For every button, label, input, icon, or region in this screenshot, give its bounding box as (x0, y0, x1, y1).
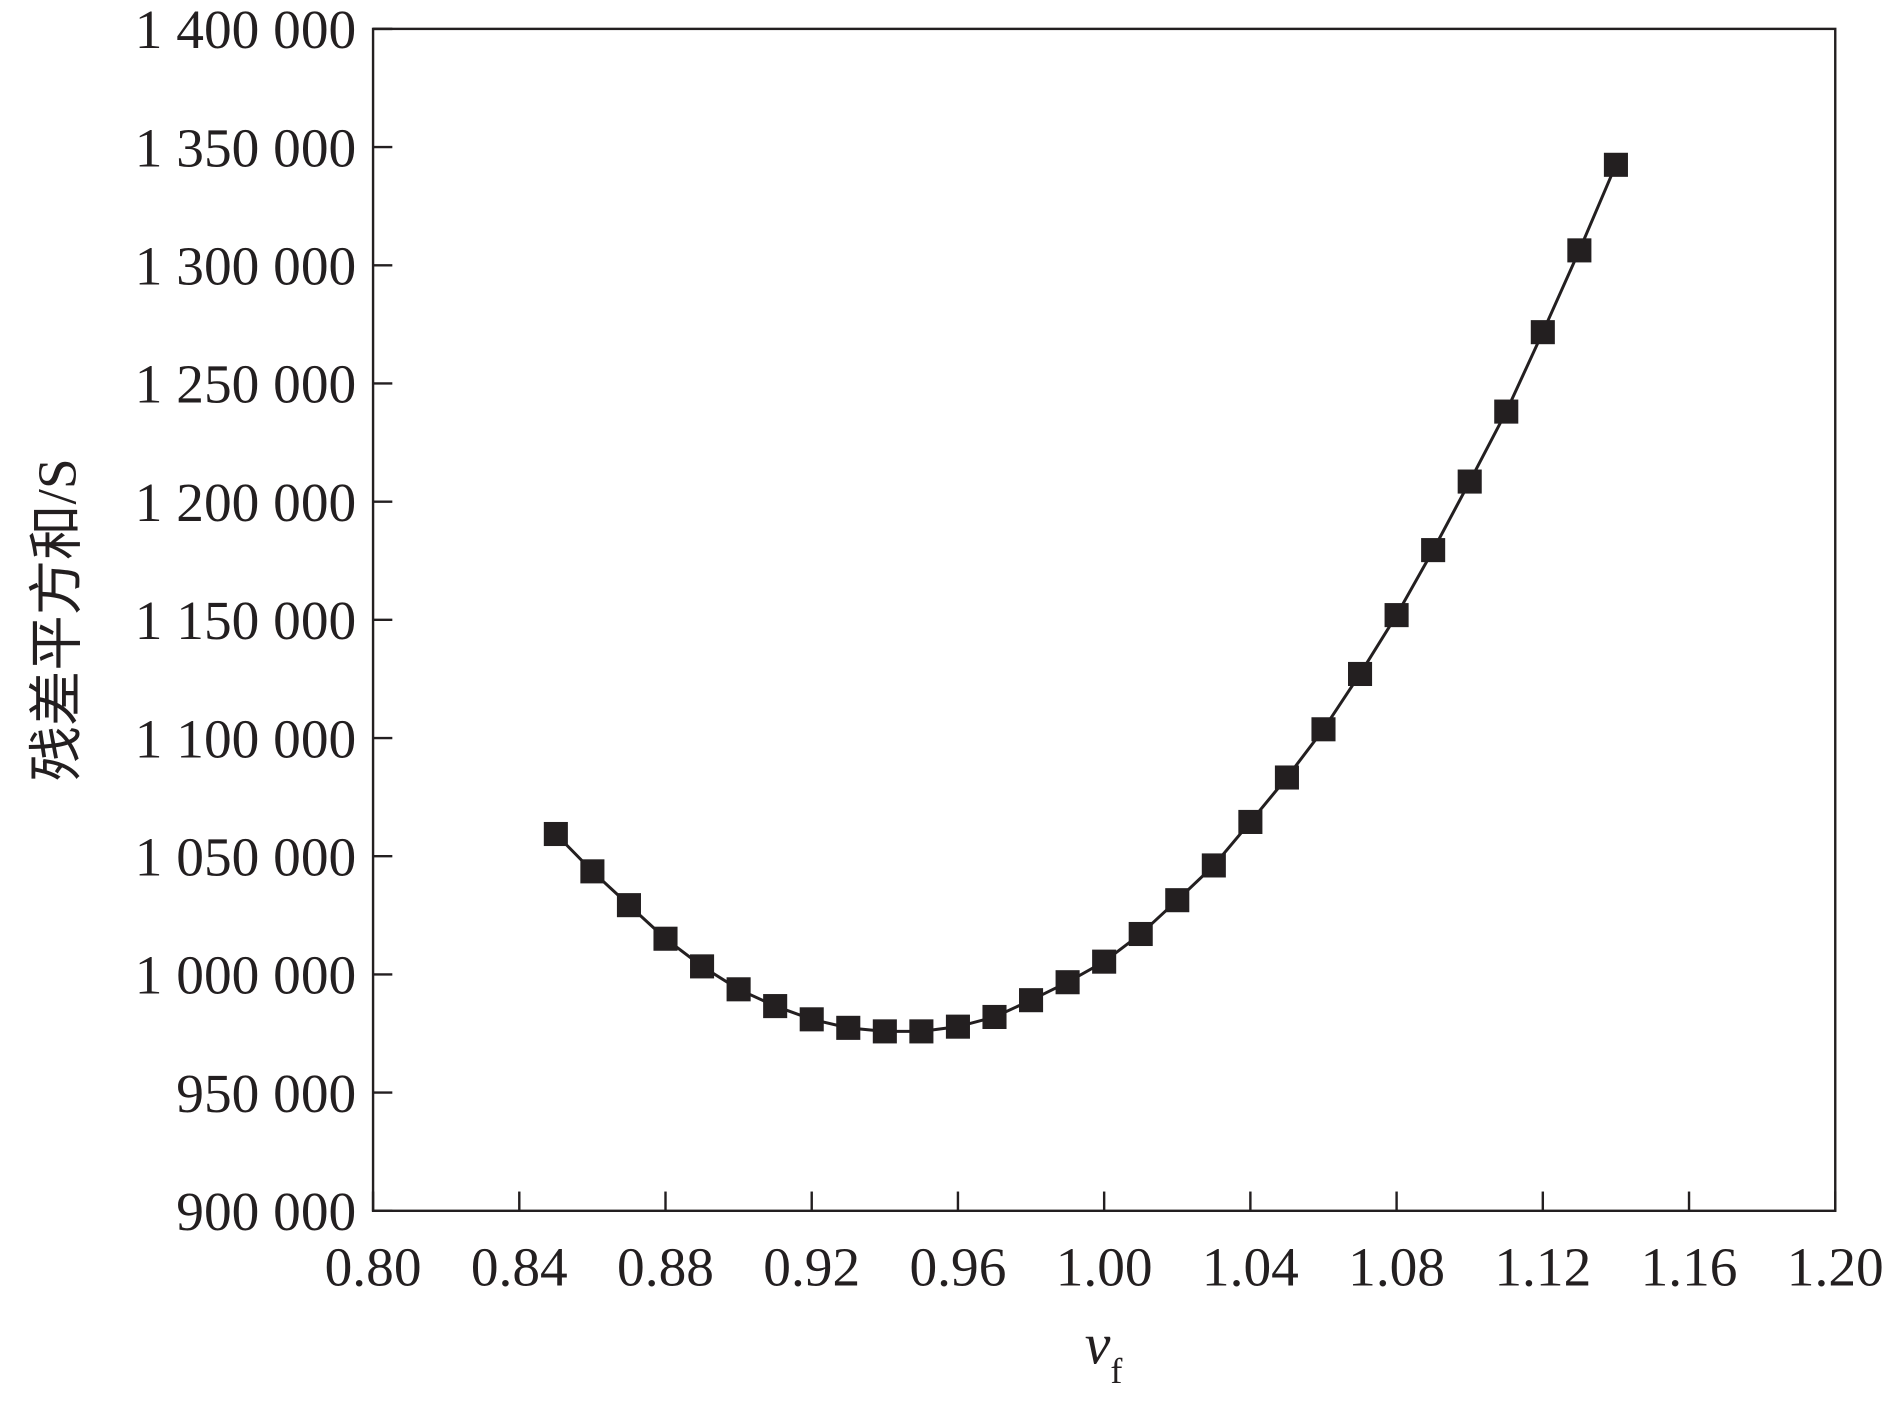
marker (1567, 238, 1592, 263)
marker (1128, 921, 1153, 947)
x-tick-label: 1.16 (1641, 1236, 1738, 1297)
x-tick-label: 1.04 (1202, 1236, 1299, 1297)
marker (690, 954, 715, 979)
marker (616, 893, 641, 918)
x-tick-label: 1.00 (1056, 1236, 1153, 1297)
marker (1092, 949, 1117, 974)
marker (763, 994, 788, 1019)
y-tick-label: 1 150 000 (135, 590, 356, 651)
y-tick-label: 1 350 000 (135, 117, 356, 178)
marker (836, 1015, 861, 1040)
y-tick-label: 1 200 000 (135, 472, 356, 533)
marker (799, 1007, 824, 1032)
x-tick-label: 1.20 (1787, 1236, 1884, 1297)
y-tick-label: 900 000 (176, 1181, 356, 1242)
y-tick-label: 1 250 000 (135, 354, 356, 415)
marker (1274, 765, 1299, 790)
x-tick-label: 1.12 (1494, 1236, 1591, 1297)
marker (1530, 320, 1555, 345)
marker (909, 1019, 934, 1044)
marker (580, 859, 605, 884)
y-tick-label: 1 050 000 (135, 826, 356, 887)
x-tick-label: 0.84 (471, 1236, 568, 1297)
marker (1457, 469, 1482, 494)
y-tick-label: 1 400 000 (135, 0, 356, 60)
marker (982, 1004, 1007, 1030)
x-tick-label: 1.08 (1348, 1236, 1445, 1297)
x-axis-label: vf (1085, 1314, 1124, 1391)
y-tick-label: 1 300 000 (135, 236, 356, 297)
marker (872, 1019, 897, 1044)
marker (1311, 717, 1336, 742)
x-axis-label-sub: f (1110, 1351, 1123, 1391)
y-tick-label: 950 000 (176, 1063, 356, 1124)
marker (1421, 538, 1446, 563)
y-tick-label: 1 000 000 (135, 945, 356, 1006)
marker (1384, 603, 1409, 628)
marker (1201, 853, 1226, 878)
y-axis-label: 残差平方和/S (26, 458, 87, 781)
plot-frame (371, 27, 1837, 1213)
x-tick-label: 0.88 (617, 1236, 714, 1297)
x-axis-label-main: v (1085, 1314, 1111, 1377)
marker (1603, 152, 1628, 177)
marker (653, 926, 678, 951)
marker (1494, 399, 1519, 424)
marker (1348, 661, 1373, 687)
marker (945, 1014, 970, 1039)
x-tick-label: 0.92 (763, 1236, 860, 1297)
marker (543, 821, 568, 847)
marker (1019, 988, 1044, 1013)
marker (1238, 809, 1263, 834)
y-tick-label: 1 100 000 (135, 708, 356, 769)
x-tick-label: 0.96 (909, 1236, 1006, 1297)
marker (1165, 888, 1190, 913)
marker (726, 977, 751, 1002)
series-line (554, 164, 1618, 1033)
marker (1055, 970, 1080, 995)
x-tick-label: 0.80 (325, 1236, 422, 1297)
